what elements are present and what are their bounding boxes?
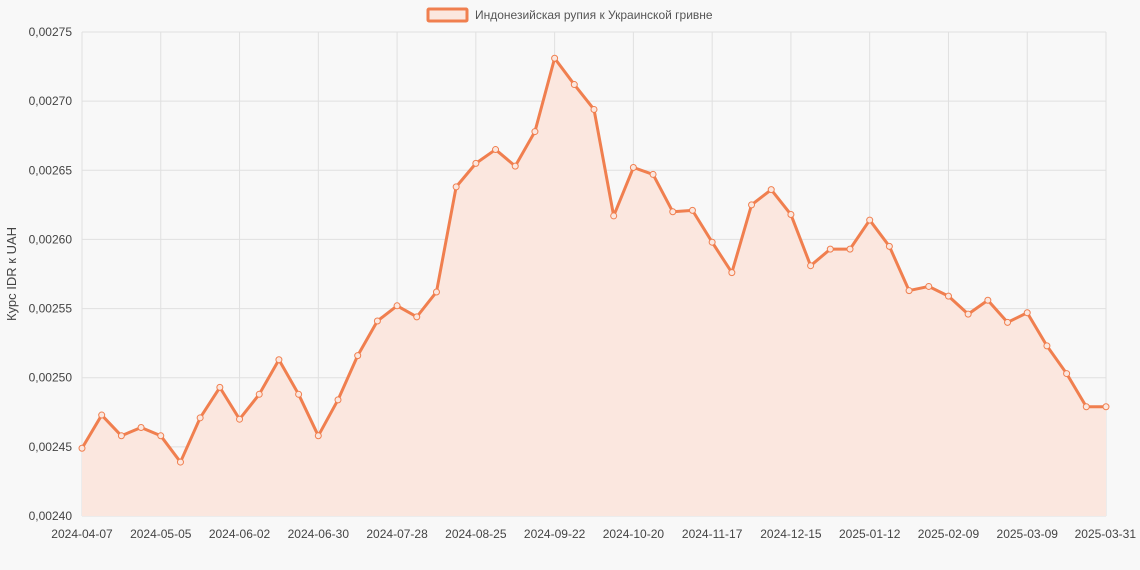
data-point[interactable] (984, 296, 992, 304)
legend-label[interactable]: Индонезийская рупия к Украинской гривне (475, 8, 713, 22)
data-point[interactable] (688, 206, 696, 214)
x-tick-label: 2024-06-02 (209, 527, 271, 541)
x-tick-label: 2024-04-07 (51, 527, 113, 541)
data-point[interactable] (1082, 403, 1090, 411)
data-point[interactable] (649, 170, 657, 178)
data-point[interactable] (255, 390, 263, 398)
data-point[interactable] (314, 432, 322, 440)
data-point[interactable] (413, 313, 421, 321)
x-tick-label: 2024-09-22 (524, 527, 586, 541)
data-point[interactable] (964, 310, 972, 318)
data-point[interactable] (807, 262, 815, 270)
data-point[interactable] (157, 432, 165, 440)
data-point[interactable] (117, 432, 125, 440)
data-point[interactable] (472, 159, 480, 167)
x-tick-label: 2024-12-15 (760, 527, 822, 541)
point-layer (78, 54, 1110, 466)
y-tick-label: 0,00245 (29, 440, 73, 454)
x-tick-label: 2024-06-30 (288, 527, 350, 541)
data-point[interactable] (295, 390, 303, 398)
data-point[interactable] (373, 317, 381, 325)
data-point[interactable] (511, 162, 519, 170)
y-tick-label: 0,00270 (29, 94, 73, 108)
data-point[interactable] (196, 414, 204, 422)
data-point[interactable] (354, 352, 362, 360)
data-point[interactable] (492, 146, 500, 154)
x-tick-label: 2025-03-09 (997, 527, 1059, 541)
x-tick-label: 2024-11-17 (682, 527, 743, 541)
data-point[interactable] (846, 245, 854, 253)
data-point[interactable] (216, 383, 224, 391)
data-point[interactable] (944, 292, 952, 300)
data-point[interactable] (1043, 342, 1051, 350)
data-point[interactable] (748, 201, 756, 209)
data-point[interactable] (275, 356, 283, 364)
data-point[interactable] (393, 302, 401, 310)
y-axis-label: Курс IDR к UAH (4, 227, 19, 321)
data-point[interactable] (826, 245, 834, 253)
data-point[interactable] (236, 415, 244, 423)
x-tick-label: 2025-03-31 (1075, 527, 1137, 541)
data-point[interactable] (78, 444, 86, 452)
data-point[interactable] (531, 128, 539, 136)
y-tick-label: 0,00255 (29, 302, 73, 316)
x-tick-label: 2024-07-28 (366, 527, 428, 541)
data-point[interactable] (551, 54, 559, 62)
data-point[interactable] (176, 458, 184, 466)
y-tick-label: 0,00250 (29, 371, 73, 385)
data-point[interactable] (1023, 309, 1031, 317)
data-point[interactable] (866, 216, 874, 224)
data-point[interactable] (767, 186, 775, 194)
y-tick-label: 0,00275 (29, 25, 73, 39)
data-point[interactable] (432, 288, 440, 296)
data-point[interactable] (570, 81, 578, 89)
series-area (82, 58, 1106, 516)
data-point[interactable] (137, 423, 145, 431)
x-tick-label: 2025-01-12 (839, 527, 901, 541)
data-point[interactable] (1004, 318, 1012, 326)
data-point[interactable] (669, 208, 677, 216)
y-tick-label: 0,00240 (29, 509, 73, 523)
data-point[interactable] (1063, 370, 1071, 378)
data-point[interactable] (334, 396, 342, 404)
data-point[interactable] (590, 105, 598, 113)
x-tick-label: 2025-02-09 (918, 527, 980, 541)
data-point[interactable] (1102, 403, 1110, 411)
legend[interactable]: Индонезийская рупия к Украинской гривне (426, 7, 713, 23)
data-point[interactable] (885, 242, 893, 250)
data-point[interactable] (98, 411, 106, 419)
data-point[interactable] (905, 287, 913, 295)
data-point[interactable] (610, 212, 618, 220)
legend-swatch[interactable] (426, 7, 469, 23)
x-tick-label: 2024-10-20 (603, 527, 665, 541)
data-point[interactable] (629, 164, 637, 172)
data-point[interactable] (728, 269, 736, 277)
x-tick-label: 2024-05-05 (130, 527, 192, 541)
data-point[interactable] (708, 238, 716, 246)
data-point[interactable] (925, 282, 933, 290)
data-point[interactable] (787, 211, 795, 219)
x-tick-label: 2024-08-25 (445, 527, 507, 541)
y-axis-ticks: 0,00275 0,00270 0,00265 0,00260 0,00255 0,002… (29, 25, 73, 523)
data-point[interactable] (452, 183, 460, 191)
x-axis-ticks: 2024-04-07 2024-05-05 2024-06-02 2024-06-30… (51, 527, 1136, 541)
y-tick-label: 0,00265 (29, 163, 73, 177)
y-tick-label: 0,00260 (29, 232, 73, 246)
area-layer (82, 58, 1106, 516)
